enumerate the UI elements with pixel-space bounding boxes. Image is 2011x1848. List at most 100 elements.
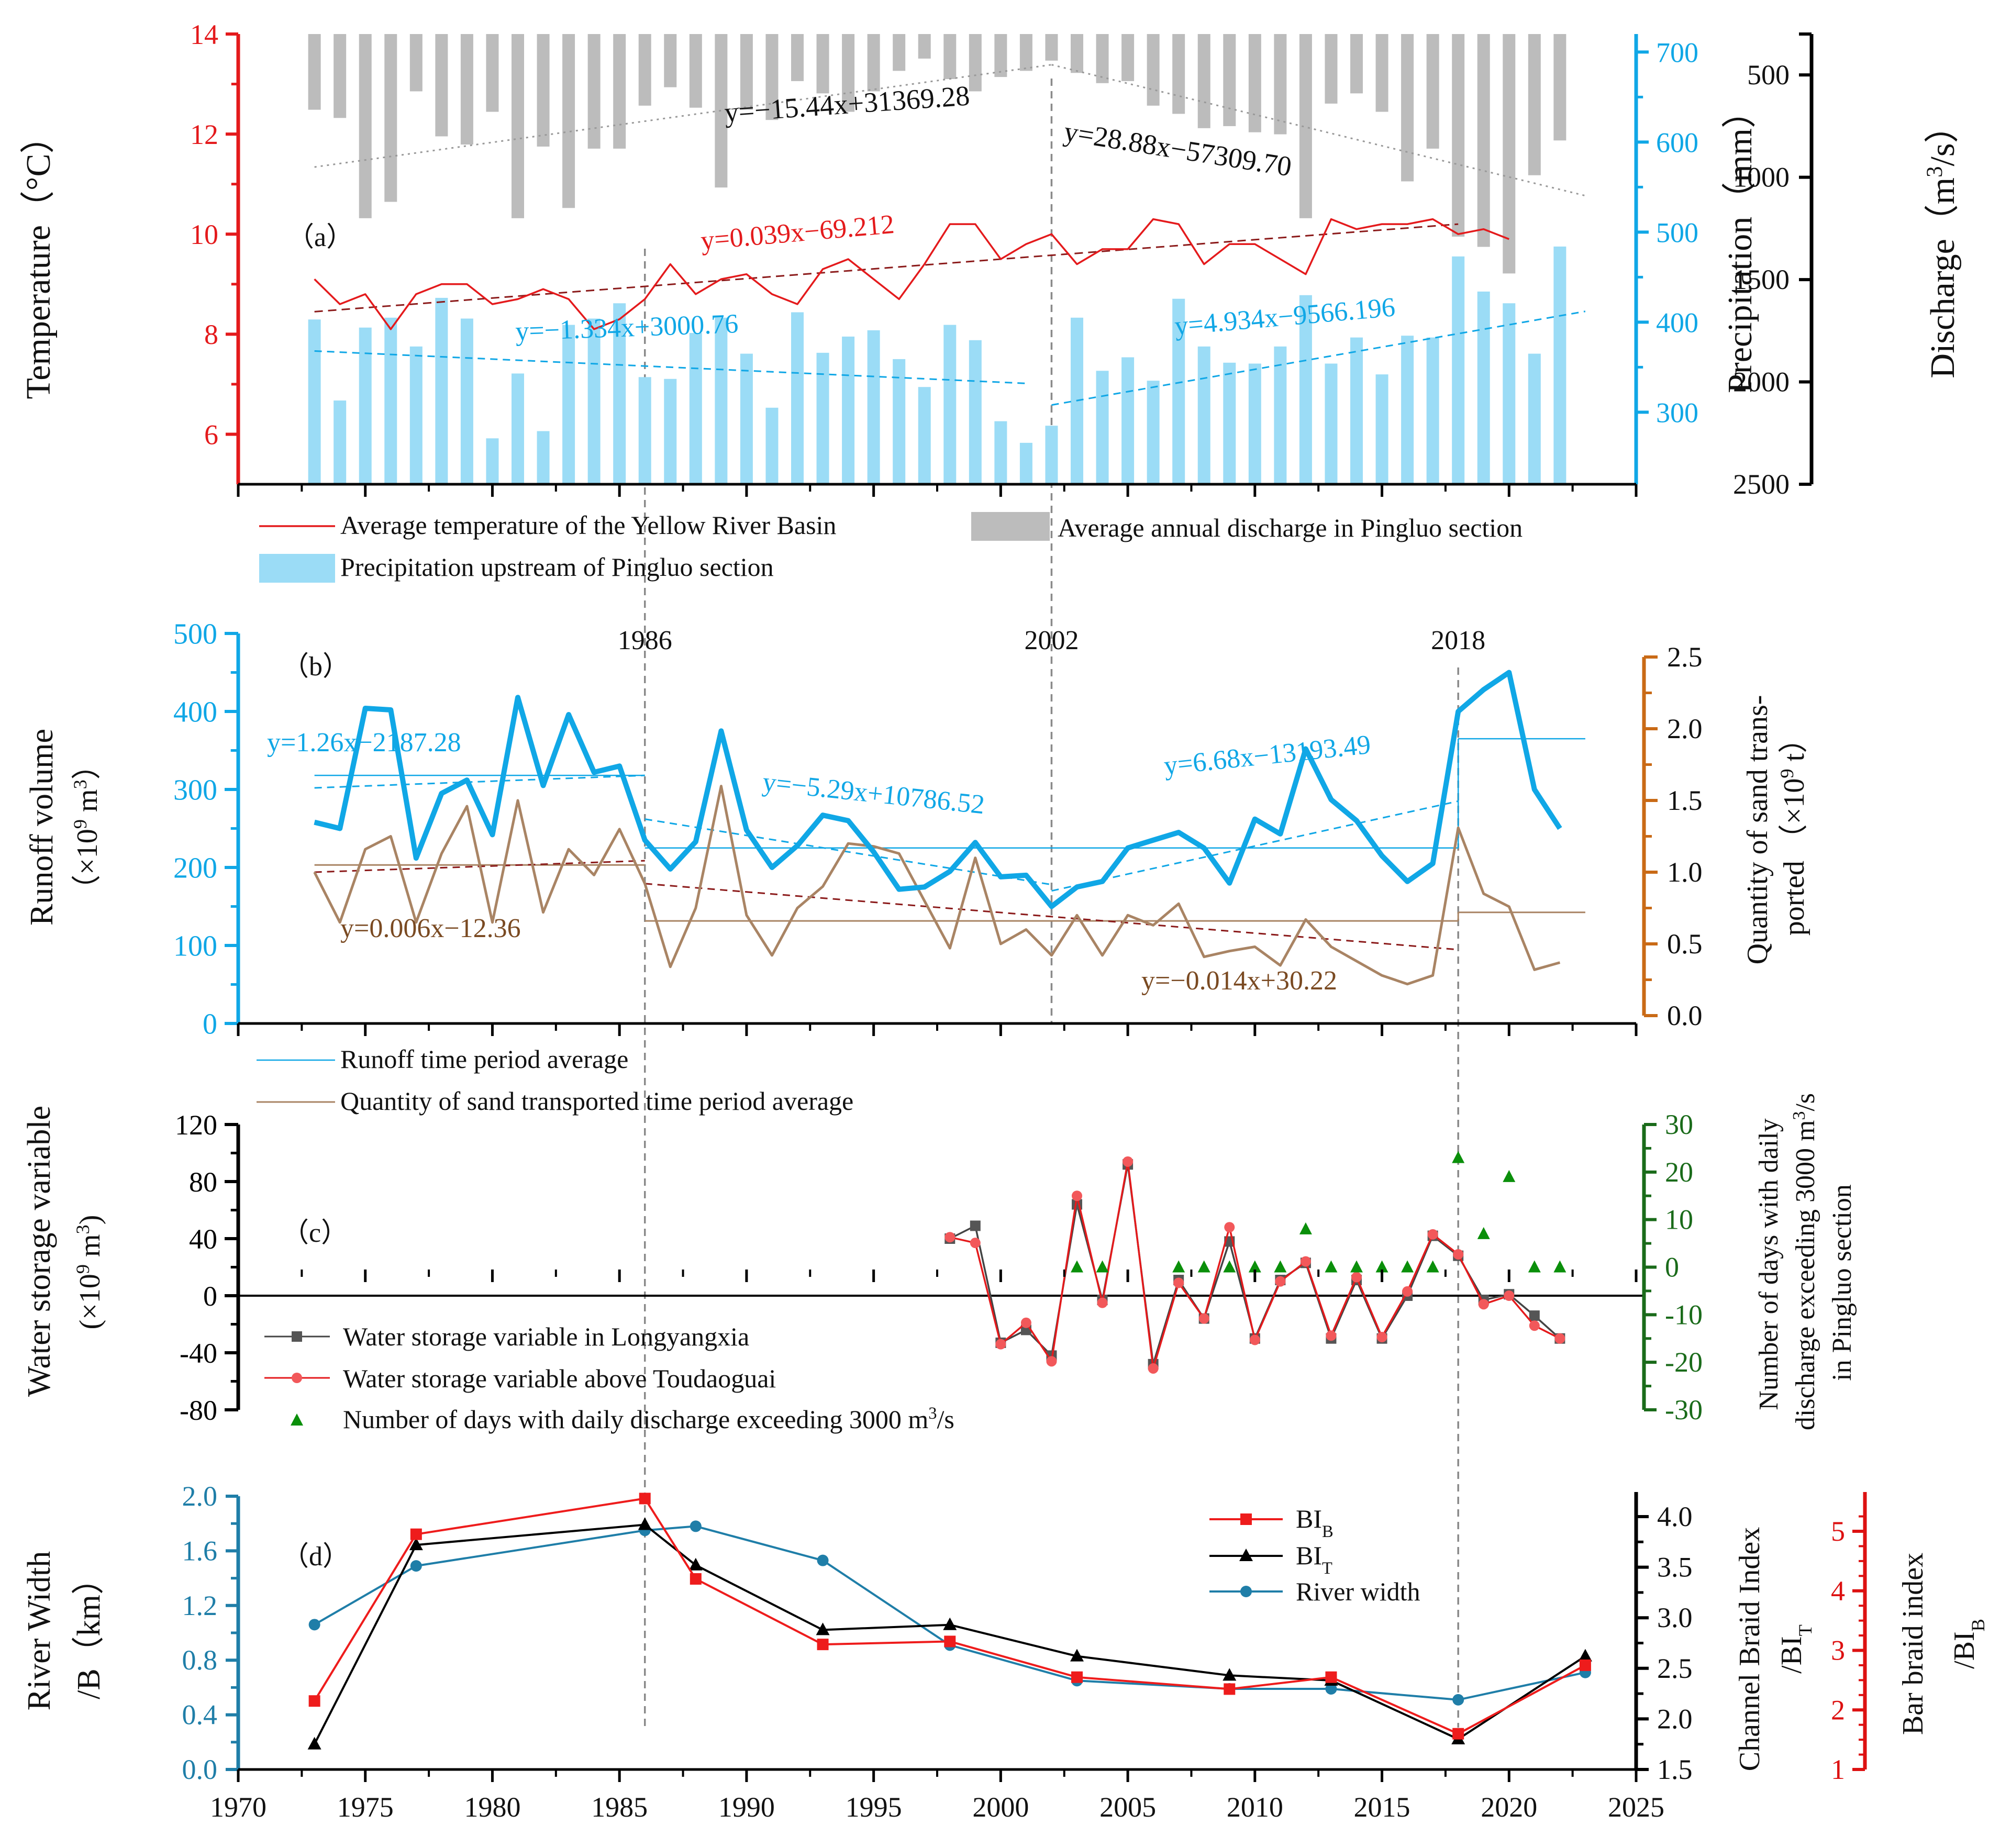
toudaoguai-point	[1427, 1229, 1438, 1240]
discharge-bar	[816, 34, 829, 94]
discharge-bar	[1172, 34, 1185, 114]
runoff-axis-title-2-part: 3	[70, 780, 91, 789]
width-axis-tick-label: 2.0	[182, 1480, 218, 1512]
discharge-bar	[765, 34, 779, 120]
storage-axis-title-2-part: 9	[72, 1264, 93, 1274]
toudaoguai-point	[1326, 1330, 1337, 1341]
precipitation-bar	[1325, 363, 1338, 484]
precipitation-bar	[308, 319, 321, 484]
days-point	[1172, 1260, 1185, 1273]
width-axis-title-2: /B（km）	[71, 1562, 107, 1699]
days-point	[1452, 1151, 1465, 1163]
x-axis-tick-label: 2010	[1227, 1791, 1283, 1823]
precipitation-bar	[1401, 336, 1414, 484]
precipitation-axis-title: Precipitation（mm）	[1721, 94, 1759, 393]
bit-axis-tick-label: 1.5	[1657, 1754, 1693, 1785]
legend-longyangxia-swatch-marker	[292, 1331, 302, 1342]
precipitation-bar	[715, 317, 728, 484]
bib-axis-title-2-part: B	[1968, 1619, 1988, 1631]
bib-axis-title-1: Bar braid index	[1897, 1553, 1929, 1735]
toudaoguai-point	[1275, 1276, 1286, 1287]
precipitation-bar	[791, 312, 804, 484]
runoff-axis-title-2-part: 9	[70, 819, 91, 829]
precipitation-bar	[664, 378, 677, 484]
discharge-axis-title: Discharge（m3/s）	[1923, 108, 1962, 378]
width-axis-tick-label: 0.8	[182, 1644, 218, 1676]
discharge-bar	[867, 34, 880, 92]
precipitation-axis-tick-label: 600	[1656, 127, 1698, 158]
discharge-bar	[587, 34, 601, 149]
width-axis-title-1: River Width	[21, 1551, 57, 1711]
precipitation-bar	[918, 387, 931, 484]
bit-axis-title-2-part: /BI	[1775, 1636, 1808, 1674]
runoff-axis-tick-label: 500	[173, 618, 217, 651]
trend-temperature	[314, 223, 1459, 313]
toudaoguai-point	[1478, 1299, 1489, 1310]
discharge-bar	[664, 34, 677, 87]
bib-axis-tick-label: 2	[1831, 1694, 1845, 1725]
legend-days-swatch	[291, 1413, 303, 1426]
legend-discharge-swatch	[971, 512, 1050, 541]
x-axis-tick-label: 1990	[718, 1791, 775, 1823]
days-point	[1197, 1260, 1210, 1273]
storage-axis-title-2: (×109 m3)	[72, 1215, 106, 1330]
discharge-bar	[562, 34, 575, 208]
marker-2018: 2018	[1431, 626, 1485, 655]
x-axis-tick-label: 1970	[210, 1791, 266, 1823]
days-point	[1477, 1227, 1490, 1239]
sand-axis-title-1: Quantity of sand trans-	[1741, 695, 1774, 965]
legend-days-label-part: /s	[937, 1405, 954, 1434]
runoff-axis-tick-label: 400	[173, 696, 217, 729]
discharge-bar	[1528, 34, 1541, 175]
runoff-axis-title-2-part: m	[71, 789, 104, 819]
panel-d: （d） 0.0 0.4 0.8 1.2 1.6 2.0 1.5 2.0 2.5 3.0 3.5 4.0 1…	[21, 1480, 1988, 1785]
days-axis-title-2-part: /s	[1791, 1093, 1820, 1111]
precipitation-bar	[1096, 371, 1109, 484]
discharge-bar	[1553, 34, 1566, 141]
trend-precipitation	[314, 350, 1026, 384]
bib-axis-tick-label: 1	[1831, 1754, 1845, 1785]
days-axis-tick-label: 0	[1665, 1252, 1679, 1283]
toudaoguai-point	[945, 1232, 955, 1243]
precipitation-bar	[1503, 303, 1516, 484]
river-width-point	[690, 1520, 702, 1532]
precipitation-bar	[689, 333, 702, 484]
precipitation-bar	[1274, 346, 1287, 484]
precipitation-bar	[562, 325, 575, 484]
panel-c: （c） -80 -40 0 40 80 120 -30 -20 -10 0 10 20 30 Water s…	[21, 1093, 1857, 1434]
bit-axis-tick-label: 3.5	[1657, 1552, 1693, 1583]
trend-label-sand-2: y=−0.014x+30.22	[1141, 966, 1337, 996]
toudaoguai-point	[1376, 1332, 1387, 1343]
legend-precipitation-label: Precipitation upstream of Pingluo sectio…	[340, 552, 774, 582]
discharge-bar	[460, 34, 473, 145]
trend-discharge	[314, 64, 1052, 168]
discharge-bar	[512, 34, 524, 218]
sand-axis-tick-label: 0.0	[1667, 1000, 1703, 1031]
days-axis-tick-label: 20	[1665, 1156, 1693, 1188]
discharge-bar	[1274, 34, 1287, 135]
discharge-axis-title-part: /s）	[1924, 108, 1962, 166]
discharge-bar	[994, 34, 1007, 77]
temperature-axis-tick-label: 8	[204, 319, 218, 350]
runoff-axis-title-2: （×109 m3）	[70, 750, 104, 904]
bi-t-point	[1223, 1668, 1237, 1681]
precipitation-bar	[1223, 362, 1236, 484]
days-point	[1503, 1170, 1516, 1182]
days-point	[1350, 1260, 1363, 1273]
bi-b-point	[1452, 1728, 1464, 1740]
precipitation-bar	[1248, 363, 1261, 484]
discharge-bar	[1299, 34, 1312, 218]
bib-axis-title-2-part: /BI	[1948, 1631, 1981, 1669]
discharge-bar	[613, 34, 626, 149]
precipitation-bar	[1019, 442, 1032, 484]
discharge-bar	[537, 34, 550, 147]
legend-longyangxia-label: Water storage variable in Longyangxia	[343, 1322, 749, 1351]
precipitation-bar	[969, 340, 982, 484]
legend-bib-label-part: B	[1322, 1522, 1334, 1541]
days-point	[1553, 1260, 1566, 1273]
days-point	[1223, 1260, 1236, 1273]
toudaoguai-point	[1198, 1313, 1209, 1324]
storage-axis-title-2-part: (×10	[74, 1274, 106, 1329]
precipitation-bar	[867, 330, 880, 484]
runoff-line	[314, 670, 1562, 909]
